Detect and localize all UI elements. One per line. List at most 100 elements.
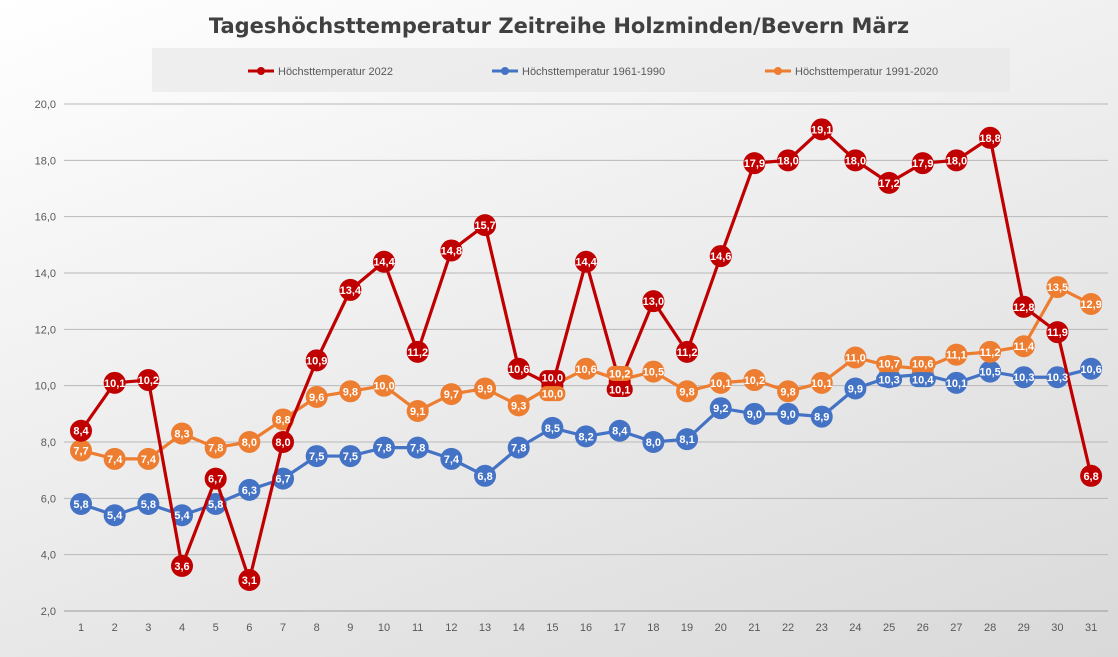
data-point bbox=[103, 447, 126, 470]
data-point bbox=[810, 405, 833, 428]
data-point bbox=[642, 290, 665, 313]
x-tick-label: 20 bbox=[715, 622, 727, 634]
data-label: 17,9 bbox=[912, 158, 933, 170]
data-label: 18,0 bbox=[845, 155, 866, 167]
y-tick-label: 2,0 bbox=[41, 606, 56, 618]
x-tick-label: 4 bbox=[179, 622, 185, 634]
data-label-group: 11,0 bbox=[845, 353, 866, 365]
data-point bbox=[777, 402, 800, 425]
data-label-group: 11,2 bbox=[677, 347, 698, 359]
data-point bbox=[1012, 335, 1035, 358]
data-label-group: 8,8 bbox=[275, 414, 290, 426]
data-point bbox=[878, 171, 901, 194]
x-tick-label: 18 bbox=[647, 622, 659, 634]
x-tick-label: 26 bbox=[917, 622, 929, 634]
data-point bbox=[642, 360, 665, 383]
data-label: 17,2 bbox=[878, 178, 899, 190]
data-label-group: 15,7 bbox=[474, 220, 495, 232]
x-tick-label: 15 bbox=[546, 622, 558, 634]
data-label: 9,3 bbox=[511, 400, 526, 412]
data-label-group: 6,8 bbox=[477, 471, 492, 483]
data-label: 10,6 bbox=[508, 364, 529, 376]
data-label-group: 5,8 bbox=[208, 499, 223, 511]
data-point bbox=[204, 436, 227, 459]
data-label: 11,2 bbox=[677, 347, 698, 359]
data-point bbox=[1012, 295, 1035, 318]
legend-entry[interactable]: Höchsttemperatur 1991-2020 bbox=[765, 66, 938, 78]
data-label: 3,6 bbox=[174, 561, 189, 573]
data-label-group: 10,5 bbox=[643, 367, 664, 379]
data-label-group: 9,7 bbox=[444, 389, 459, 401]
data-point bbox=[810, 118, 833, 141]
data-label-group: 7,5 bbox=[309, 451, 324, 463]
legend-entry[interactable]: Höchsttemperatur 2022 bbox=[248, 66, 393, 78]
legend-marker bbox=[257, 67, 265, 75]
data-label-background bbox=[876, 356, 903, 372]
chart-title: Tageshöchsttemperatur Zeitreihe Holzmind… bbox=[209, 14, 909, 38]
x-tick-label: 29 bbox=[1018, 622, 1030, 634]
data-label: 15,7 bbox=[474, 220, 495, 232]
x-tick-label: 21 bbox=[748, 622, 760, 634]
data-point bbox=[1012, 366, 1035, 389]
data-label: 10,0 bbox=[542, 373, 563, 385]
data-label-group: 5,4 bbox=[107, 510, 123, 522]
data-label: 8,0 bbox=[242, 437, 257, 449]
data-label-group: 18,8 bbox=[979, 133, 1000, 145]
data-label: 11,2 bbox=[407, 347, 428, 359]
x-tick-label: 10 bbox=[378, 622, 390, 634]
data-label-group: 9,2 bbox=[713, 403, 728, 415]
y-tick-label: 12,0 bbox=[35, 324, 56, 336]
data-point bbox=[676, 340, 699, 363]
x-tick-label: 17 bbox=[614, 622, 626, 634]
data-label-background bbox=[909, 356, 936, 372]
data-label-group: 10,1 bbox=[606, 381, 633, 397]
data-label-group: 12,8 bbox=[1013, 302, 1034, 314]
data-label-group: 18,0 bbox=[845, 155, 866, 167]
data-point bbox=[575, 250, 598, 273]
data-label: 10,9 bbox=[306, 355, 327, 367]
data-label-group: 9,8 bbox=[679, 386, 694, 398]
data-label: 11,4 bbox=[1013, 341, 1035, 353]
data-label: 7,8 bbox=[208, 443, 223, 455]
data-point bbox=[1046, 321, 1069, 344]
data-label: 8,4 bbox=[612, 426, 628, 438]
data-point bbox=[575, 357, 598, 380]
legend-entry[interactable]: Höchsttemperatur 1961-1990 bbox=[492, 66, 665, 78]
data-point bbox=[1080, 292, 1103, 315]
data-label-group: 3,6 bbox=[174, 561, 189, 573]
legend-label: Höchsttemperatur 1991-2020 bbox=[795, 66, 938, 78]
data-point bbox=[945, 343, 968, 366]
x-tick-label: 13 bbox=[479, 622, 491, 634]
data-label-group: 14,4 bbox=[575, 257, 597, 269]
data-point bbox=[979, 340, 1002, 363]
data-label: 6,8 bbox=[1083, 471, 1098, 483]
data-label-group: 8,4 bbox=[73, 426, 89, 438]
data-label-group: 8,4 bbox=[612, 426, 628, 438]
data-point bbox=[1080, 357, 1103, 380]
data-label: 9,8 bbox=[343, 386, 358, 398]
data-label-group: 11,9 bbox=[1047, 327, 1068, 339]
data-label-group: 11,2 bbox=[407, 347, 428, 359]
data-point bbox=[238, 569, 261, 592]
legend-box bbox=[152, 48, 1010, 92]
data-label: 10,6 bbox=[1080, 364, 1101, 376]
data-label-background bbox=[909, 372, 936, 388]
data-point bbox=[810, 371, 833, 394]
data-point bbox=[406, 436, 429, 459]
data-label-group: 18,0 bbox=[777, 155, 798, 167]
data-label: 11,0 bbox=[845, 353, 866, 365]
data-point bbox=[945, 371, 968, 394]
data-point bbox=[70, 492, 92, 515]
data-label-group: 7,5 bbox=[343, 451, 358, 463]
data-label-group: 10,9 bbox=[306, 355, 327, 367]
data-label-group: 10,0 bbox=[373, 381, 394, 393]
data-label: 9,8 bbox=[679, 386, 694, 398]
data-point bbox=[777, 380, 800, 403]
data-label: 18,0 bbox=[946, 155, 967, 167]
data-point bbox=[575, 425, 598, 448]
data-label-group: 13,0 bbox=[643, 296, 664, 308]
data-label: 10,5 bbox=[643, 367, 664, 379]
data-label: 6,7 bbox=[275, 474, 290, 486]
data-point bbox=[204, 467, 227, 490]
data-label-group: 9,9 bbox=[848, 383, 863, 395]
